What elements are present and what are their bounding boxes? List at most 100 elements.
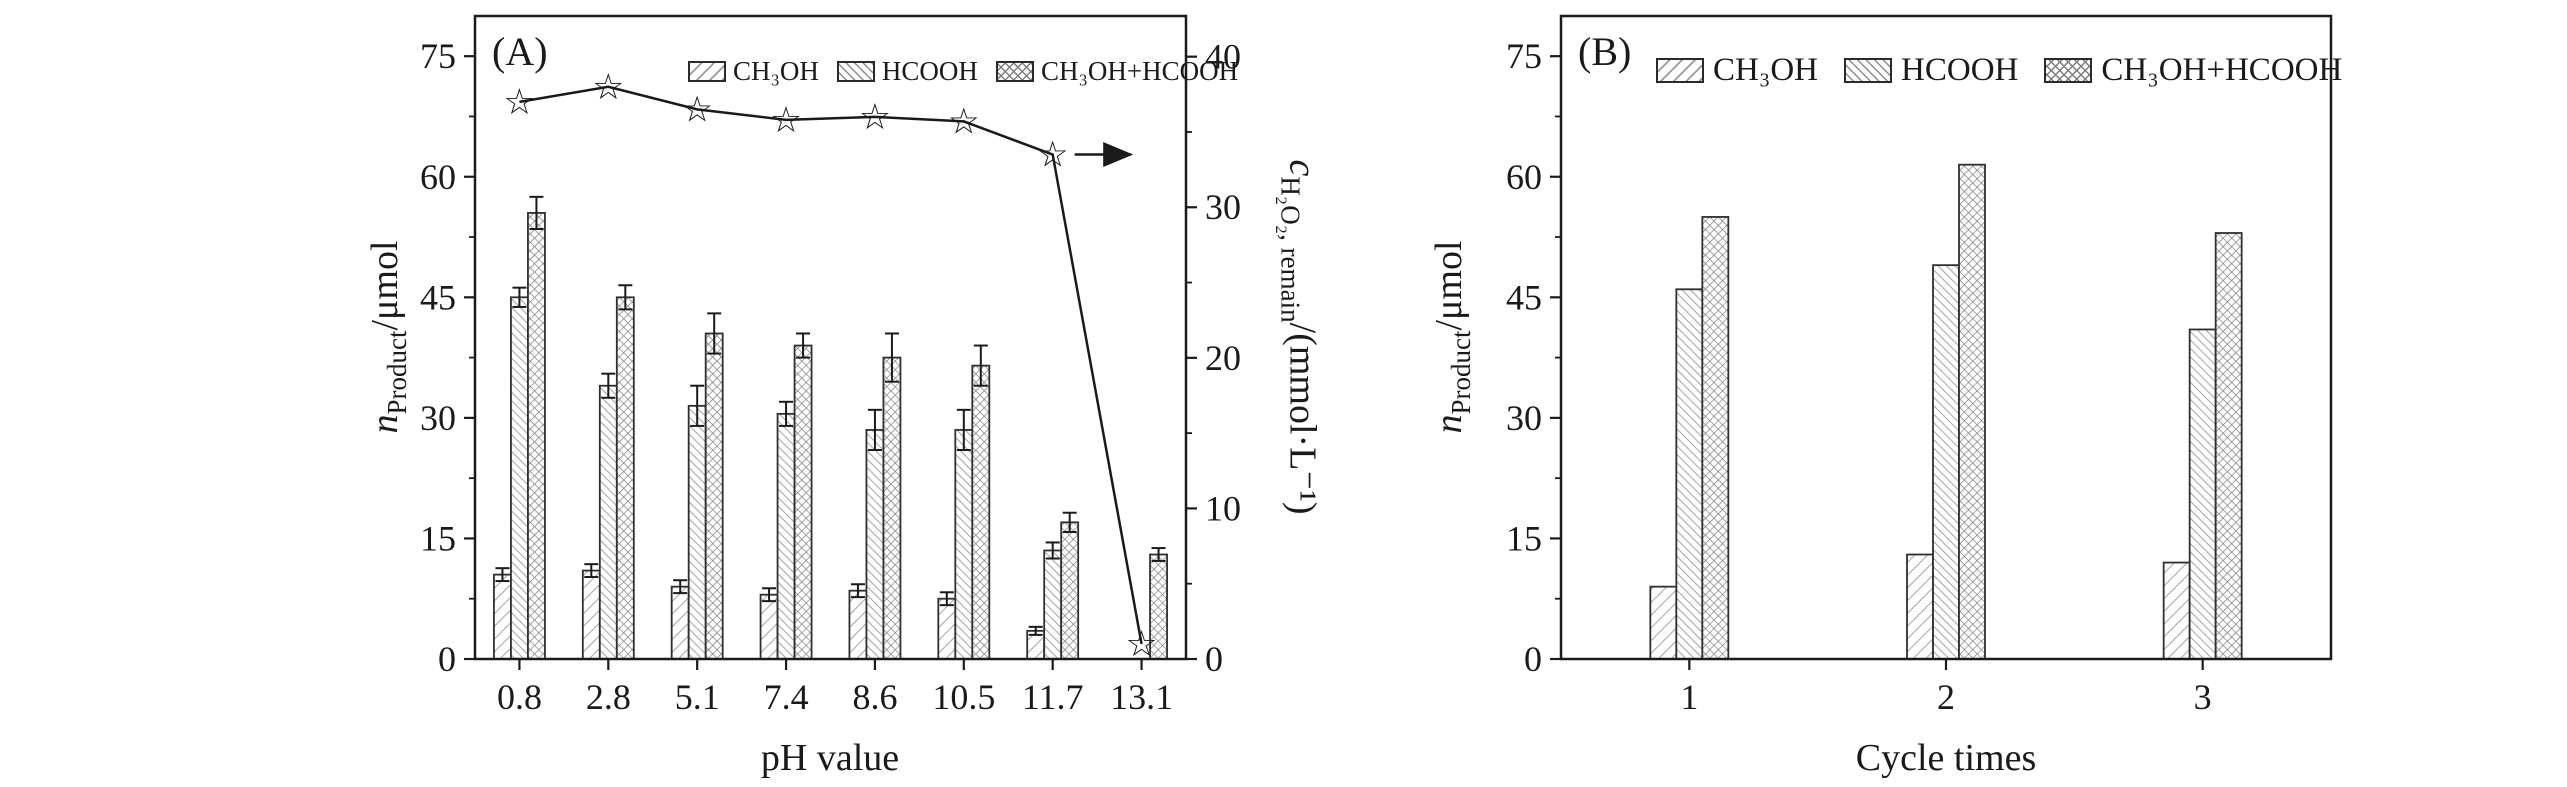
bar-chohhcooh	[1701, 216, 1730, 660]
x-tick-label: 7.4	[764, 677, 809, 717]
legend-item-hcooh: HCOOH	[836, 56, 978, 87]
bar-hcooh	[1932, 264, 1960, 660]
star-marker: ☆	[681, 89, 713, 129]
panel-a-legend: CH₃OH HCOOH CH₃OH+HCOOH	[688, 56, 1256, 87]
bar-choh	[1649, 585, 1678, 660]
legend-swatch-ch3oh	[688, 61, 726, 82]
legend-item-ch3oh: CH₃OH	[1656, 52, 1818, 89]
y-tick-label: 60	[1506, 157, 1542, 197]
star-marker: ☆	[592, 67, 624, 107]
bar-choh	[493, 573, 512, 660]
panel-b-legend: CH₃OH HCOOH CH₃OH+HCOOH	[1656, 52, 2368, 89]
bar-choh	[2162, 561, 2191, 660]
y-tick-label: 75	[1506, 36, 1542, 76]
y-tick-label: 0	[438, 639, 456, 679]
bar-choh	[1906, 553, 1934, 660]
bar-chohhcooh	[2214, 232, 2243, 660]
legend-swatch-ch3oh-hcooh	[995, 61, 1034, 82]
bar-hcooh	[1043, 549, 1063, 660]
x-tick-label: 5.1	[675, 677, 720, 717]
bar-choh	[581, 569, 601, 660]
panel-B-plot: 0 15 30 45 60 75 1 2 3	[1506, 14, 2333, 717]
bar-choh	[937, 597, 957, 660]
star-marker: ☆	[770, 100, 802, 140]
x-tick-label: 3	[2194, 677, 2212, 717]
axis-subscript: Product	[1446, 330, 1476, 415]
legend-label: CH₃OH	[1713, 52, 1819, 88]
x-tick-label: 8.6	[852, 677, 897, 717]
bar-chohhcooh	[882, 356, 902, 660]
y-tick-label: 0	[1524, 639, 1542, 679]
legend-item-hcooh: HCOOH	[1844, 52, 2018, 89]
y-tick-label: 15	[1506, 518, 1542, 558]
y-tick-label: 45	[420, 277, 456, 317]
legend-label: CH₃OH	[733, 56, 819, 86]
legend-item-ch3oh-hcooh: CH₃OH+HCOOH	[995, 56, 1238, 87]
y-tick-label: 30	[1506, 398, 1542, 438]
legend-item-ch3oh: CH₃OH	[688, 56, 819, 87]
bar-hcooh	[2188, 328, 2217, 660]
x-tick-label: 11.7	[1022, 677, 1084, 717]
panel-b-x-axis-label: Cycle times	[1855, 737, 2037, 779]
legend-swatch-hcooh	[1844, 58, 1893, 83]
x-tick-label: 1	[1680, 677, 1698, 717]
bar-chohhcooh	[971, 364, 991, 660]
right-y-tick-label: 40	[1205, 37, 1241, 77]
star-marker: ☆	[1037, 135, 1069, 175]
y-tick-label: 45	[1506, 277, 1542, 317]
bar-chohhcooh	[704, 332, 724, 660]
right-y-tick-label: 20	[1205, 338, 1241, 378]
panel-b-label: (B)	[1578, 29, 1632, 74]
panel-a-x-axis-label: pH value	[760, 737, 900, 779]
star-marker: ☆	[948, 101, 980, 141]
bar-hcooh	[954, 429, 974, 660]
x-tick-label: 2	[1937, 677, 1955, 717]
y-tick-label: 30	[420, 398, 456, 438]
bar-choh	[759, 593, 779, 660]
star-marker: ☆	[859, 97, 891, 137]
y-tick-label: 15	[420, 518, 456, 558]
axis-unit: /μmol	[364, 240, 406, 331]
bar-chohhcooh	[1958, 163, 1986, 660]
y-tick-label: 60	[420, 157, 456, 197]
bar-choh	[670, 585, 690, 660]
x-tick-label: 2.8	[586, 677, 631, 717]
panel-A-plot: ☆ ☆ ☆ ☆ ☆ ☆ ☆ ☆ 0 15 30 45 60 75 0 10 20 30 40 0.8 2.8 5.1 7.4…	[420, 14, 1241, 717]
legend-swatch-hcooh	[836, 61, 875, 82]
bar-hcooh	[1675, 288, 1704, 660]
legend-item-ch3oh-hcooh: CH₃OH+HCOOH	[2044, 52, 2342, 89]
x-tick-label: 0.8	[497, 677, 542, 717]
legend-label: CH₃OH+HCOOH	[2101, 52, 2343, 88]
right-y-tick-label: 10	[1205, 488, 1241, 528]
panel-a-y-axis-label-left: nProduct/μmol	[363, 240, 413, 433]
star-marker: ☆	[1125, 624, 1157, 664]
bar-chohhcooh	[1060, 521, 1080, 660]
plot-frame	[473, 14, 1188, 661]
bar-chohhcooh	[527, 212, 546, 660]
bar-hcooh	[687, 404, 707, 660]
legend-label: HCOOH	[1901, 52, 2019, 88]
bar-hcooh	[865, 429, 885, 660]
y-tick-label: 75	[420, 36, 456, 76]
bar-hcooh	[776, 412, 796, 660]
axis-symbol: n	[364, 414, 406, 434]
axis-unit: /(mmol·L⁻¹)	[1281, 322, 1324, 515]
axis-subscript: Product	[382, 330, 412, 415]
x-tick-label: 13.1	[1110, 677, 1173, 717]
right-y-tick-label: 30	[1205, 187, 1241, 227]
bar-hcooh	[598, 384, 618, 660]
legend-label: HCOOH	[881, 56, 978, 86]
panel-a-y-axis-label-right: cH₂O₂, remain/(mmol·L⁻¹)	[1275, 159, 1326, 514]
legend-swatch-ch3oh-hcooh	[2044, 58, 2093, 83]
axis-symbol: n	[1428, 414, 1470, 434]
legend-swatch-ch3oh	[1656, 58, 1704, 83]
axis-symbol: c	[1281, 159, 1324, 177]
x-tick-label: 10.5	[932, 677, 995, 717]
bar-choh	[848, 589, 868, 660]
panel-a-label: (A)	[492, 29, 548, 74]
star-marker: ☆	[503, 82, 535, 122]
axis-unit: /μmol	[1428, 240, 1470, 331]
right-y-tick-label: 0	[1205, 639, 1223, 679]
bar-chohhcooh	[615, 296, 635, 660]
